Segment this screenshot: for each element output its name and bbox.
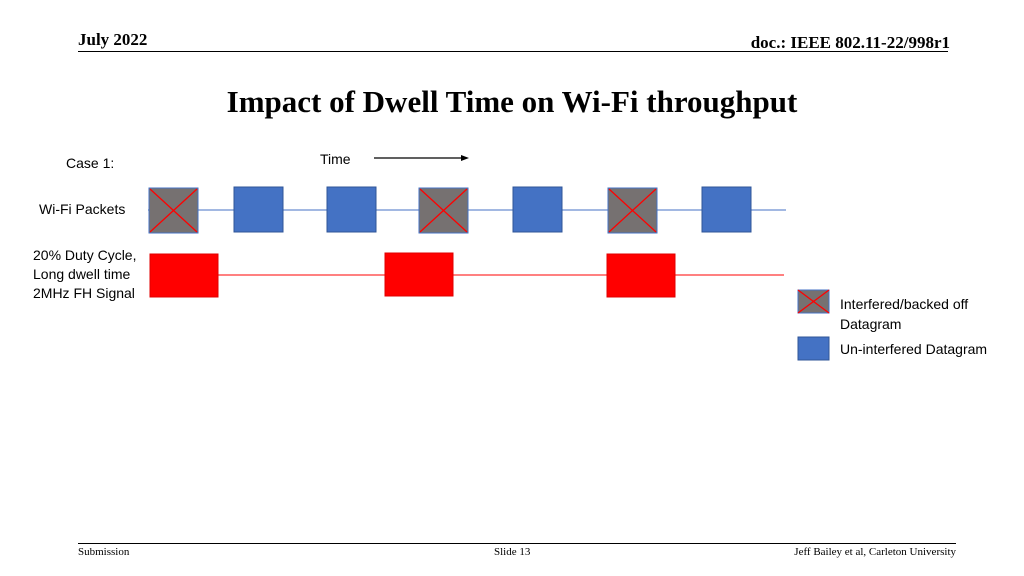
time-label: Time [320,151,351,167]
fh-burst [606,253,676,298]
fh-label-line-2: Long dwell time [33,266,131,282]
fh-signal-label: 20% Duty Cycle, Long dwell time 2MHz FH … [33,246,136,303]
header-rule [78,51,948,52]
header-date: July 2022 [78,30,148,49]
packet [233,186,284,233]
packet [607,187,658,234]
time-arrow [374,155,469,161]
footer-author: Jeff Bailey et al, Carleton University [794,546,956,558]
case-label: Case 1: [66,155,115,171]
wifi-packets-label: Wi-Fi Packets [39,201,126,217]
legend-ok-swatch [797,336,830,361]
packet [326,186,377,233]
fh-burst [384,252,454,297]
header-doc-id: doc.: IEEE 802.11-22/998r1 [750,33,950,52]
packet [148,187,199,234]
footer-slide-number: Slide 13 [494,546,531,558]
legend-interfered-label: Interfered/backed off Datagram [840,296,969,332]
packet [701,186,752,233]
fh-burst [149,253,219,298]
fh-label-line-3: 2MHz FH Signal [33,285,135,301]
packet [512,186,563,233]
legend-ok-label: Un-interfered Datagram [840,341,988,357]
footer-rule [78,543,956,544]
packet [418,187,469,234]
slide-title: Impact of Dwell Time on Wi-Fi throughput [226,84,798,119]
fh-label-line-1: 20% Duty Cycle, [33,247,137,263]
footer-submission: Submission [78,546,130,558]
legend-interfered-swatch [797,289,830,314]
